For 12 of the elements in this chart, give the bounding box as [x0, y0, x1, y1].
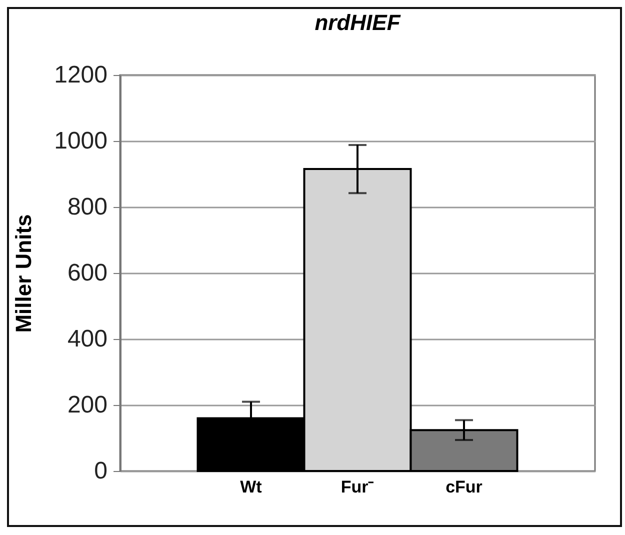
y-axis-title: Miller Units	[11, 214, 36, 333]
y-tick-label: 0	[94, 458, 108, 484]
y-tick-label: 600	[67, 260, 108, 286]
y-tick-label: 1000	[54, 128, 108, 154]
x-tick-label: Fur⁻	[340, 478, 374, 496]
y-tick-label: 800	[67, 194, 108, 220]
x-tick-label: cFur	[446, 478, 483, 496]
y-tick-label: 200	[67, 392, 108, 418]
y-tick-label: 1200	[54, 62, 108, 88]
chart-title: nrdHIEF	[314, 10, 401, 35]
x-tick-label: Wt	[240, 478, 262, 496]
y-tick-label: 400	[67, 326, 108, 352]
